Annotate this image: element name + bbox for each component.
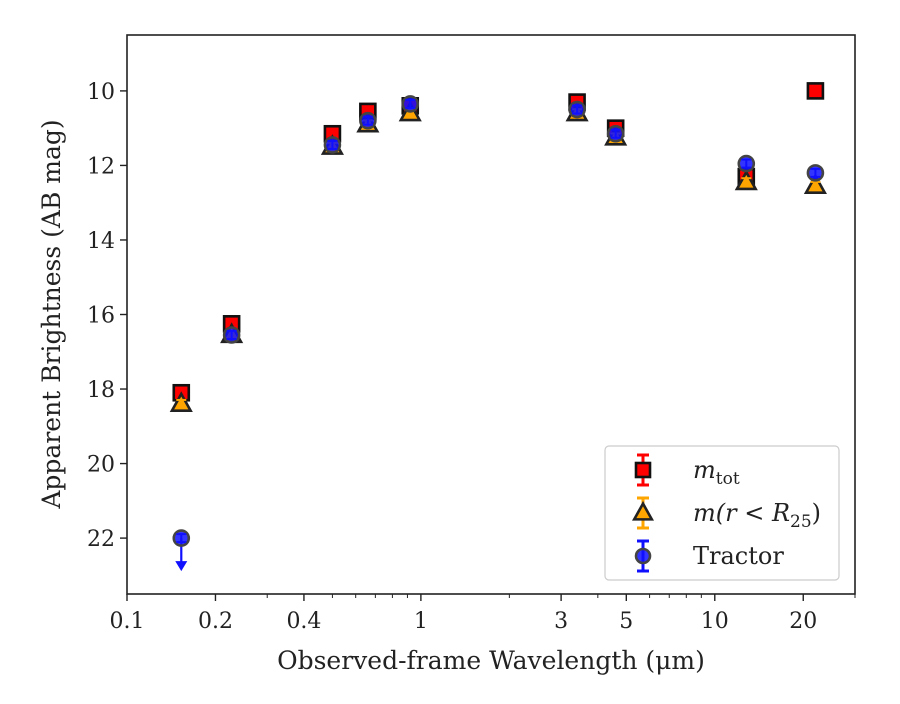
x-tick-label: 10 xyxy=(701,609,729,634)
legend-label-main: m(r < R xyxy=(693,499,790,527)
y-tick-label: 20 xyxy=(87,453,115,478)
x-tick-label: 1 xyxy=(414,609,428,634)
y-tick-label: 14 xyxy=(87,229,115,254)
x-tick-label: 0.4 xyxy=(286,609,321,634)
y-tick-label: 16 xyxy=(87,304,115,329)
legend-label-sub: tot xyxy=(716,469,740,489)
x-tick-label: 20 xyxy=(789,609,817,634)
marks-layer xyxy=(169,82,827,572)
y-tick-label: 12 xyxy=(87,154,115,179)
x-tick-label: 0.2 xyxy=(198,609,233,634)
legend-marker-square xyxy=(634,461,652,479)
series-circle xyxy=(172,95,825,572)
x-tick-label: 3 xyxy=(554,609,568,634)
upper-limit-arrowhead xyxy=(175,561,188,572)
y-tick-label: 18 xyxy=(87,378,115,403)
y-axis-label: Apparent Brightness (AB mag) xyxy=(37,119,66,509)
legend-label-tail: ) xyxy=(812,499,821,527)
x-tick-label: 0.1 xyxy=(110,609,145,634)
x-tick-label: 5 xyxy=(619,609,633,634)
y-tick-label: 10 xyxy=(87,80,115,105)
legend-marker-circle xyxy=(634,547,652,565)
legend-label: Tractor xyxy=(693,542,784,570)
ticks-layer: 0.1 0.2 0.4 1 3 5 10 20 10 12 14 16 18 20 22 xyxy=(87,80,856,634)
legend-label-main: m xyxy=(693,456,716,484)
legend-label: mtot xyxy=(693,456,740,489)
legend-marker-triangle xyxy=(631,500,655,521)
legend: mtot m(r < R25) Tractor xyxy=(604,445,840,581)
legend-label-sub: 25 xyxy=(790,512,812,532)
legend-label: m(r < R25) xyxy=(693,499,821,532)
legend-frame xyxy=(604,445,840,581)
y-tick-label: 22 xyxy=(87,527,115,552)
x-axis-label: Observed-frame Wavelength (μm) xyxy=(277,646,705,675)
